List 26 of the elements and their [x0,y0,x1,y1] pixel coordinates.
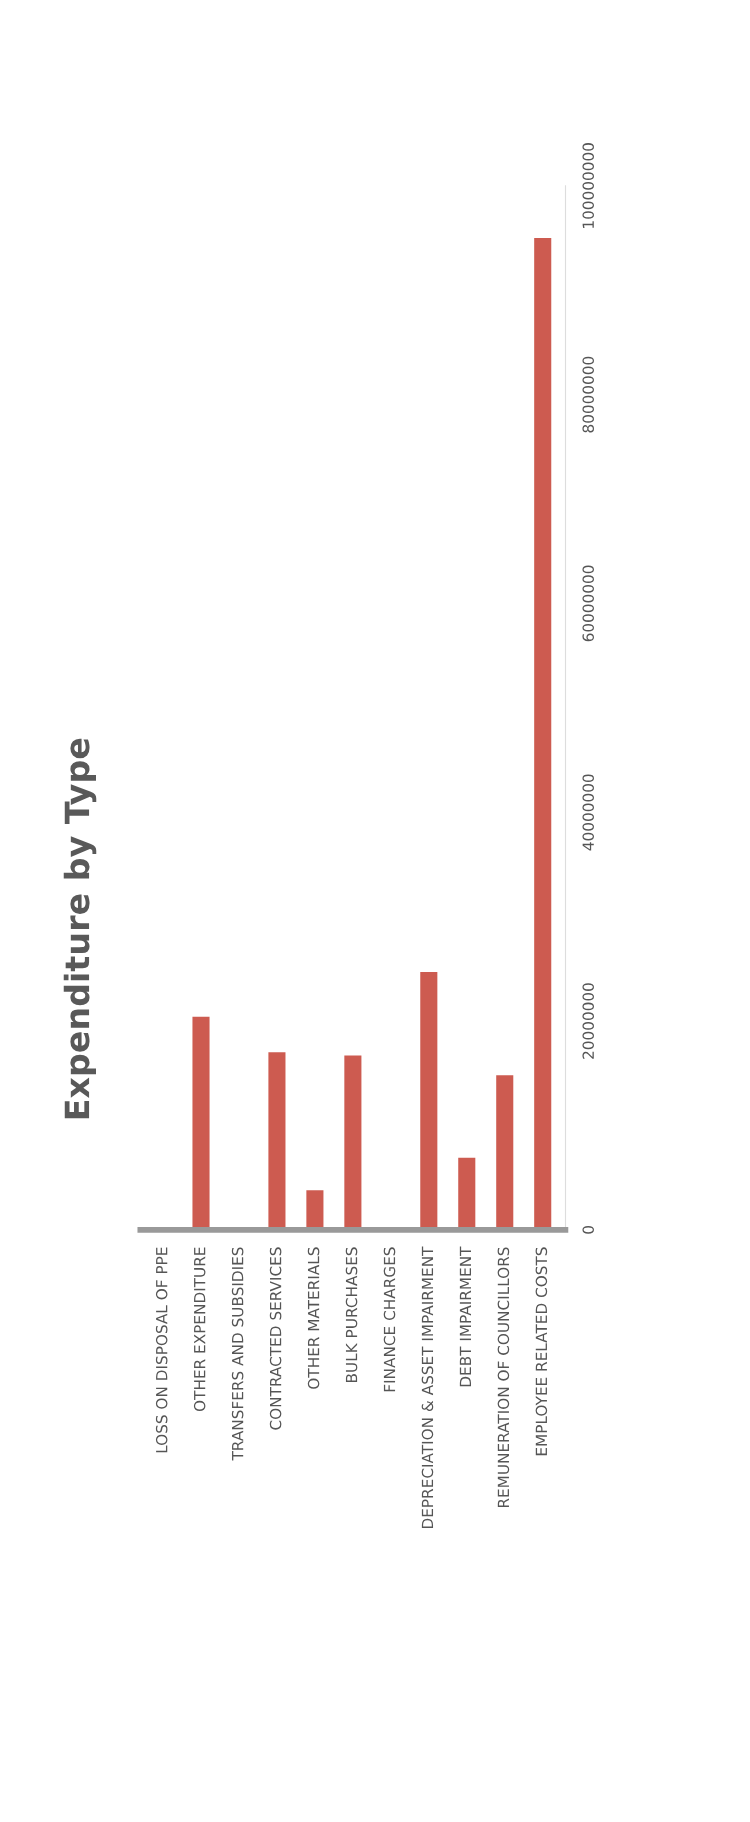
y-tick-label: 100000000 [582,143,594,228]
x-tick-label: EMPLOYEE RELATED COSTS [535,1247,548,1456]
y-tick-label: 0 [582,1226,594,1234]
x-tick-label: DEPRECIATION & ASSET IMPAIRMENT [421,1246,434,1529]
x-tick-label: CONTRACTED SERVICES [269,1247,282,1430]
bar [458,1157,476,1230]
bar [420,971,438,1230]
bar [306,1190,324,1230]
x-tick-label: FINANCE CHARGES [383,1247,396,1392]
x-tick-label: OTHER EXPENDITURE [193,1247,206,1412]
bar [534,238,552,1230]
bar [344,1055,362,1230]
x-tick-label: BULK PURCHASES [345,1247,358,1382]
x-tick-label: DEBT IMPAIRMENT [459,1246,471,1387]
y-tick-label: 40000000 [582,774,594,851]
bar [268,1052,286,1230]
x-tick-label: LOSS ON DISPOSAL OF PPE [155,1247,168,1453]
x-tick-label: OTHER MATERIALS [307,1247,320,1389]
y-tick-label: 60000000 [582,565,594,642]
y-tick-label: 20000000 [582,983,594,1059]
x-tick-label: TRANSFERS AND SUBSIDIES [231,1247,244,1461]
bar [496,1075,514,1230]
y-tick-label: 80000000 [582,356,594,433]
x-tick-label: REMUNERATION OF COUNCILLORS [497,1247,510,1508]
bar [192,1016,210,1230]
text: Expenditure by Type [63,738,97,1119]
